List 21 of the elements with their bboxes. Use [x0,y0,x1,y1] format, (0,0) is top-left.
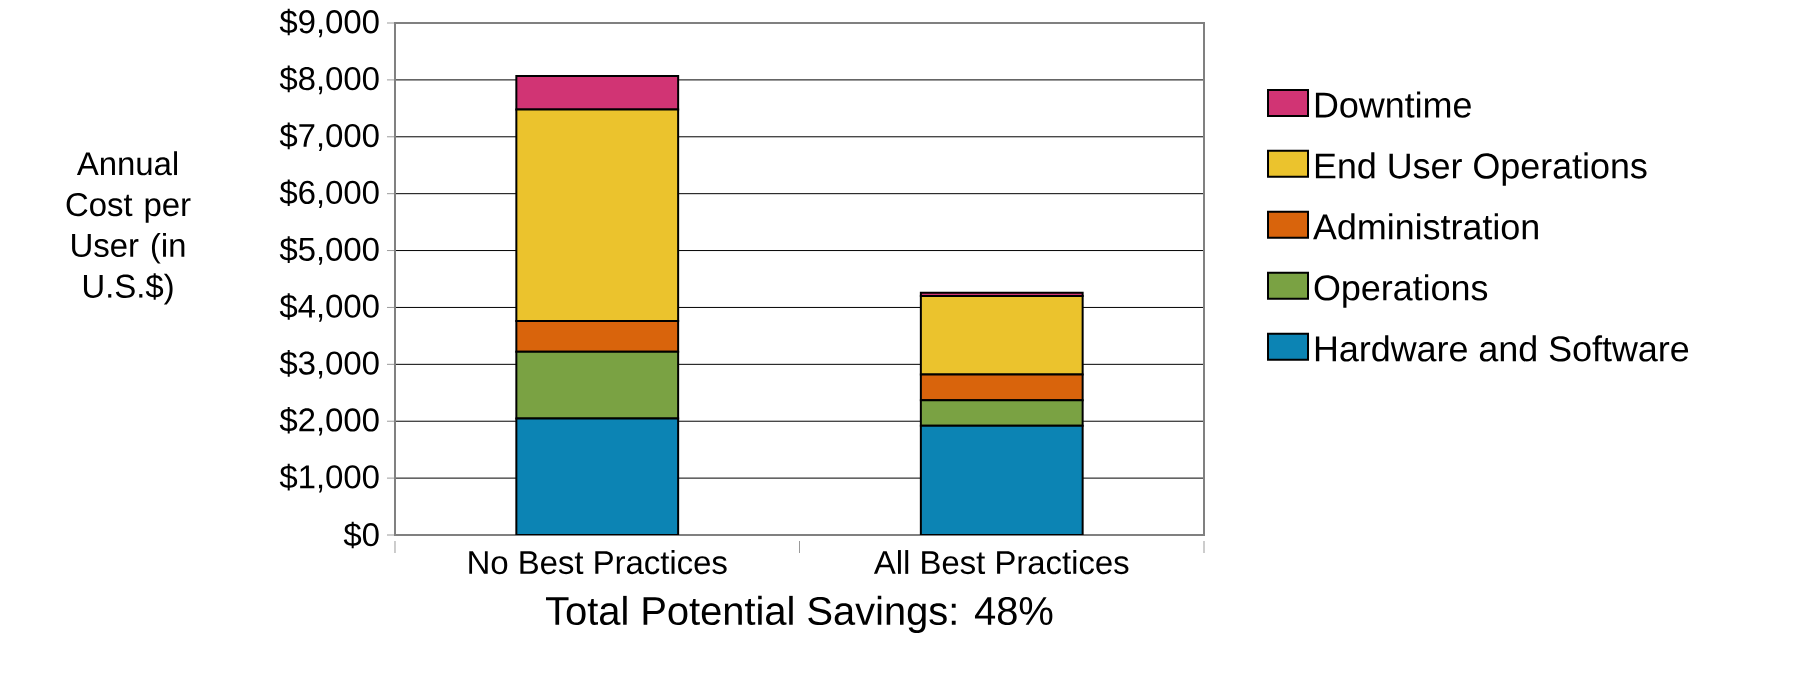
y-tick-label: $5,000 [279,236,379,265]
y-tick-label: $4,000 [279,293,379,322]
legend-label: Hardware and Software [1315,335,1689,362]
legend-label: Administration [1313,213,1538,240]
bar [515,417,680,535]
y-tick-label: $0 [343,521,379,549]
x-tick-label: No Best Practices [469,550,727,575]
x-tick-label: All Best Practices [873,550,1129,575]
y-tick-label: $8,000 [279,65,379,95]
legend-label: Downtime [1315,91,1471,118]
legend-label: Operations [1314,274,1488,308]
y-tick-label: $2,000 [279,406,379,436]
y-tick-label: $7,000 [279,122,379,152]
y-axis-title: Annual Cost per User (in U.S.$) [66,151,191,305]
x-axis-title: Total Potential Savings: 48% [546,595,1053,634]
y-tick-label: $3,000 [279,350,379,379]
y-tick-label: $9,000 [279,8,379,38]
y-tick-label: $6,000 [279,179,379,208]
bar [919,424,1084,535]
y-tick-label: $1,000 [279,463,379,493]
legend-label: End User Operations [1315,152,1647,186]
